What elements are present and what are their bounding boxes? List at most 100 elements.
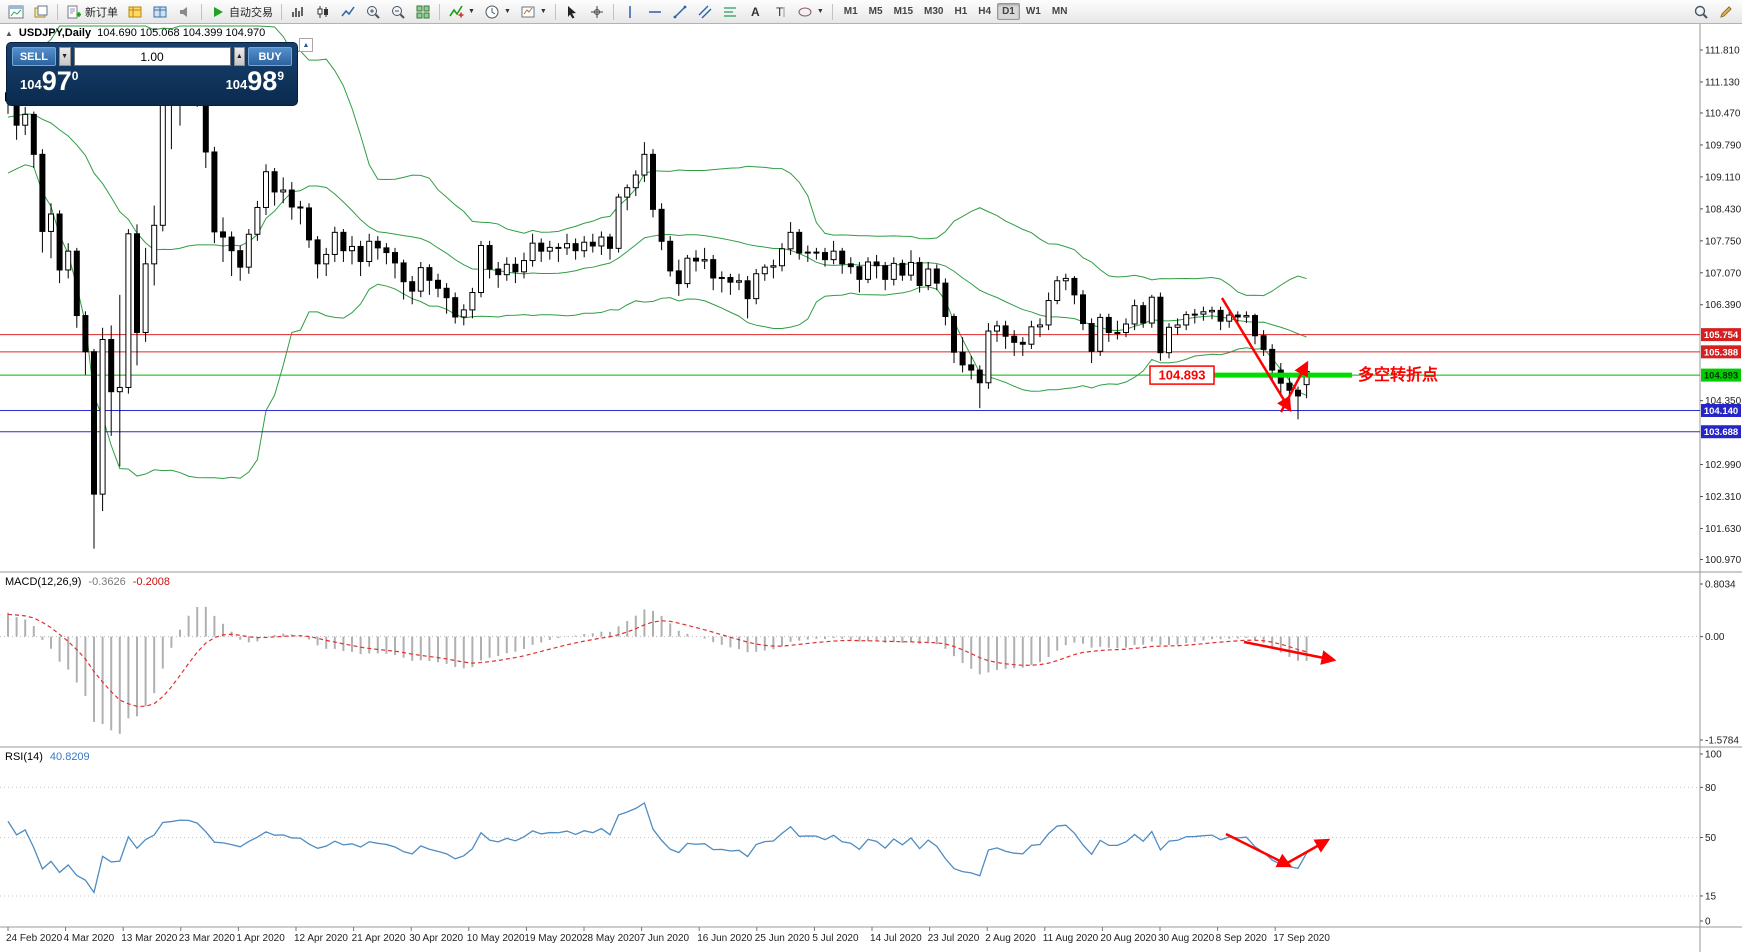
alerts-button[interactable] — [173, 2, 197, 22]
autotrading-label: 自动交易 — [229, 6, 273, 19]
date-tick-label: 2 Aug 2020 — [985, 933, 1036, 944]
cursor-button[interactable] — [560, 2, 584, 22]
date-tick-label: 28 May 2020 — [582, 933, 640, 944]
quote-prices: 104 97 0 104 98 9 — [12, 66, 292, 96]
bollinger-lower-band — [7, 164, 1307, 479]
timeframe-w1-button[interactable]: W1 — [1025, 6, 1041, 17]
rsi-tick-label: 0 — [1705, 917, 1711, 928]
timeframe-h1-button[interactable]: H1 — [954, 6, 968, 17]
price-tick-label: 107.750 — [1705, 236, 1742, 247]
timeframe-mn-button[interactable]: MN — [1051, 6, 1068, 17]
data-window-button[interactable] — [148, 2, 172, 22]
annotation-arrow[interactable] — [1281, 838, 1331, 868]
horizontal-line-button[interactable] — [643, 2, 667, 22]
panel-collapse-button[interactable]: ▲ — [299, 38, 313, 52]
annotation-arrow[interactable] — [1243, 640, 1337, 665]
date-tick-label: 4 Mar 2020 — [64, 933, 115, 944]
svg-text:104.140: 104.140 — [1704, 406, 1738, 417]
timeframe-m1-button[interactable]: M1 — [843, 6, 858, 17]
date-tick-label: 19 May 2020 — [524, 933, 582, 944]
crosshair-button[interactable] — [585, 2, 609, 22]
svg-text:104.893: 104.893 — [1704, 371, 1738, 382]
date-tick-label: 11 Aug 2020 — [1043, 933, 1099, 944]
sell-price[interactable]: 104 97 0 — [20, 66, 79, 96]
vertical-line-button[interactable] — [618, 2, 642, 22]
shapes-button[interactable]: ▼ — [793, 2, 828, 22]
price-tick-label: 111.130 — [1705, 77, 1740, 88]
fibonacci-button[interactable] — [718, 2, 742, 22]
one-click-collapse-icon[interactable]: ▲ — [5, 28, 13, 38]
svg-text:103.688: 103.688 — [1704, 427, 1738, 438]
toolbar-separator — [201, 3, 202, 20]
edit-button[interactable] — [1714, 2, 1738, 22]
date-tick-label: 5 Jul 2020 — [812, 933, 859, 944]
lot-size-input[interactable] — [73, 47, 231, 66]
timeframe-d1-button[interactable]: D1 — [997, 3, 1020, 20]
date-tick-label: 17 Sep 2020 — [1273, 933, 1330, 944]
timeframe-m15-button[interactable]: M15 — [893, 6, 914, 17]
rsi-tick-label: 80 — [1705, 783, 1717, 794]
channel-button[interactable] — [693, 2, 717, 22]
timeframe-h4-button[interactable]: H4 — [978, 6, 992, 17]
tile-windows-button[interactable] — [411, 2, 435, 22]
price-tick-label: 102.310 — [1705, 492, 1742, 503]
trendline-button[interactable] — [668, 2, 692, 22]
new-order-button[interactable]: 新订单 — [62, 2, 122, 22]
chevron-down-icon: ▼ — [816, 8, 824, 15]
buy-button[interactable]: BUY — [248, 47, 292, 66]
sell-button[interactable]: SELL — [12, 47, 56, 66]
toolbar-separator — [57, 3, 58, 20]
timeframe-m30-button[interactable]: M30 — [924, 6, 944, 17]
toolbar-separator — [612, 3, 614, 20]
bollinger-middle-band — [7, 113, 1307, 338]
autotrading-button[interactable]: 自动交易 — [206, 2, 277, 22]
date-tick-label: 8 Sep 2020 — [1216, 933, 1268, 944]
lot-increase-button[interactable]: ▲ — [233, 47, 246, 66]
line-chart-type-button[interactable] — [336, 2, 360, 22]
toolbar-separator — [281, 3, 282, 20]
date-tick-label: 23 Jul 2020 — [928, 933, 980, 944]
svg-text:105.754: 105.754 — [1704, 330, 1739, 341]
pivot-price-label: 104.893 — [1159, 368, 1206, 383]
price-tick-label: 106.390 — [1705, 300, 1742, 311]
indicators-button[interactable]: ▼ — [444, 2, 479, 22]
price-tag — [1701, 403, 1741, 417]
date-tick-label: 21 Apr 2020 — [352, 933, 406, 944]
chevron-down-icon: ▼ — [539, 8, 547, 15]
pivot-annotation-text: 多空转折点 — [1358, 365, 1438, 384]
text-label-button[interactable]: T — [768, 2, 792, 22]
annotation-arrow[interactable] — [1279, 360, 1309, 413]
date-tick-label: 10 May 2020 — [467, 933, 525, 944]
chevron-down-icon: ▼ — [503, 8, 511, 15]
bar-chart-type-button[interactable] — [286, 2, 310, 22]
templates-button[interactable]: ▼ — [516, 2, 551, 22]
candlestick-chart-type-button[interactable] — [311, 2, 335, 22]
date-tick-label: 24 Feb 2020 — [6, 933, 63, 944]
pivot-price-box[interactable] — [1149, 365, 1215, 385]
timeframe-m5-button[interactable]: M5 — [868, 6, 883, 17]
new-chart-button[interactable] — [4, 2, 28, 22]
text-button[interactable]: A — [743, 2, 767, 22]
date-tick-label: 7 Jun 2020 — [640, 933, 690, 944]
search-button[interactable] — [1689, 2, 1713, 22]
date-tick-label: 13 Mar 2020 — [121, 933, 178, 944]
zoom-out-button[interactable] — [386, 2, 410, 22]
profiles-button[interactable] — [29, 2, 53, 22]
lot-decrease-button[interactable]: ▼ — [58, 47, 71, 66]
annotation-arrow[interactable] — [1220, 297, 1292, 413]
price-tick-label: 104.350 — [1705, 396, 1742, 407]
periods-button[interactable]: ▼ — [480, 2, 515, 22]
zoom-in-button[interactable] — [361, 2, 385, 22]
market-watch-button[interactable] — [123, 2, 147, 22]
rsi-tick-label: 15 — [1705, 891, 1717, 902]
price-tick-label: 110.470 — [1705, 108, 1741, 119]
annotation-arrow[interactable] — [1225, 832, 1293, 868]
rsi-tick-label: 100 — [1705, 750, 1722, 761]
price-tick-label: 108.430 — [1705, 204, 1742, 215]
date-tick-label: 14 Jul 2020 — [870, 933, 922, 944]
macd-signal-line — [7, 613, 1307, 707]
buy-price[interactable]: 104 98 9 — [225, 66, 284, 96]
price-tag — [1701, 328, 1741, 342]
